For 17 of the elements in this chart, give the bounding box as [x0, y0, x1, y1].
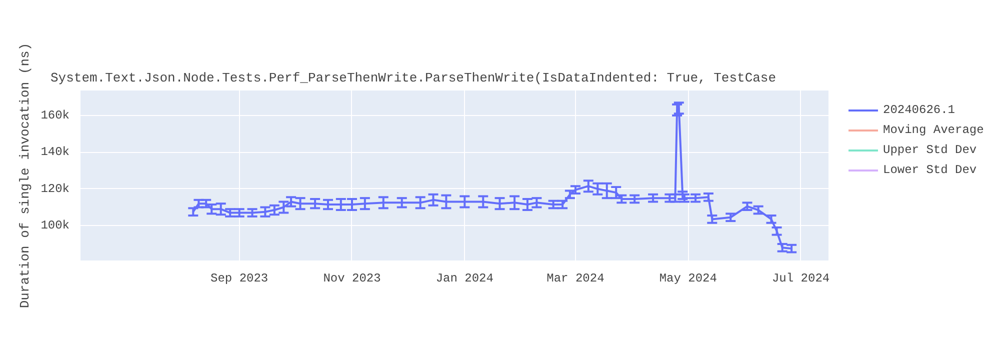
legend-label: Lower Std Dev	[883, 163, 977, 177]
x-tick-label: Mar 2024	[546, 272, 604, 286]
legend-label: Moving Average	[883, 123, 984, 137]
y-tick-label: 160k	[40, 108, 70, 122]
x-tick-label: Jul 2024	[772, 272, 830, 286]
y-axis-title: Duration of single invocation (ns)	[18, 42, 33, 308]
legend-label: 20240626.1	[883, 103, 956, 117]
x-tick-label: Jan 2024	[436, 272, 494, 286]
y-tick-label: 100k	[40, 218, 70, 233]
y-tick-label: 140k	[40, 145, 70, 160]
line-series	[192, 107, 793, 250]
legend-label: Upper Std Dev	[883, 143, 977, 157]
x-tick-label: Sep 2023	[210, 272, 268, 286]
x-tick-label: Nov 2023	[323, 272, 381, 286]
y-tick-label: 120k	[40, 182, 70, 196]
chart-title: System.Text.Json.Node.Tests.Perf_ParseThenWrite.ParseThenWrite(IsDataIndented: True, TestCase	[50, 70, 776, 86]
x-tick-label: May 2024	[659, 272, 717, 286]
